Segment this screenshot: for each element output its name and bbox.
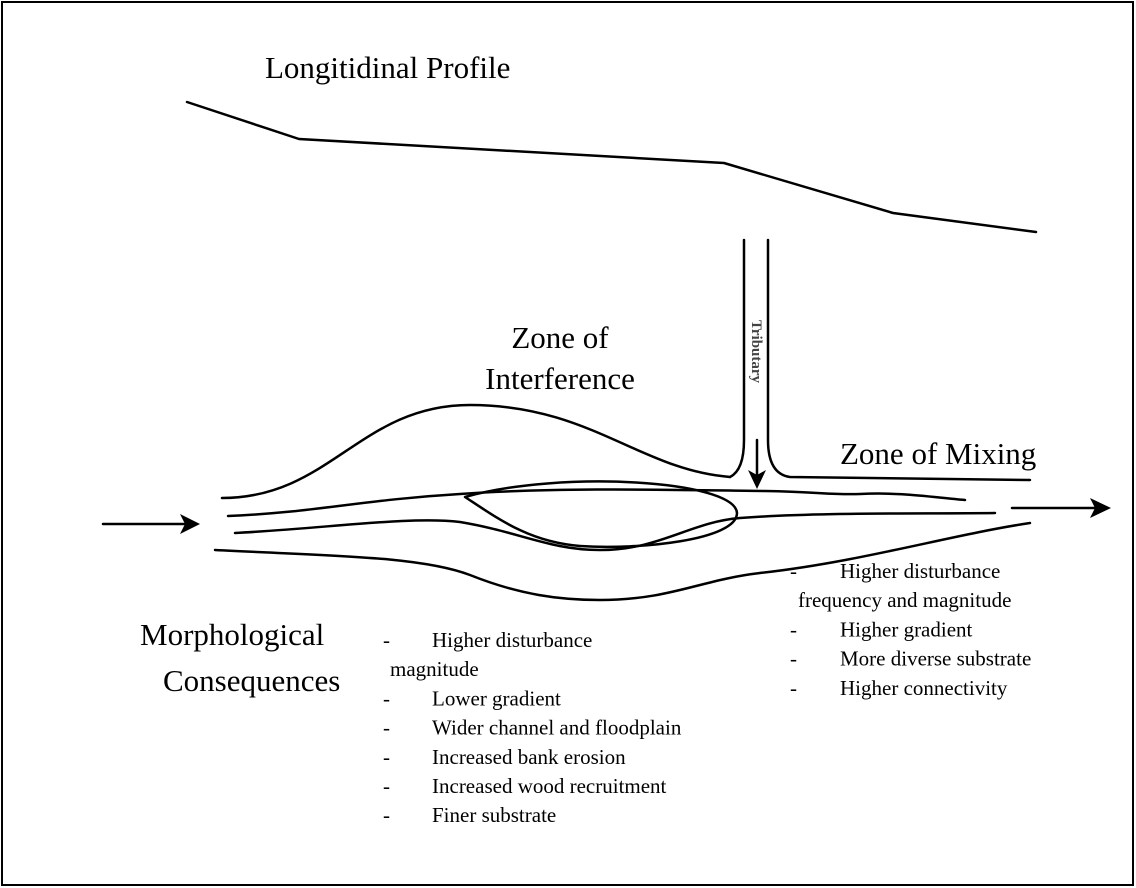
list-item: Higher gradient [840, 617, 973, 641]
tributary-label: Tributary [748, 320, 764, 384]
list-marker: - [383, 774, 390, 798]
channel-line [226, 488, 967, 518]
consequences-label: Morphological [140, 617, 324, 652]
consequences-label: Consequences [163, 663, 340, 698]
list-marker: - [383, 716, 390, 740]
list-marker: - [383, 745, 390, 769]
list-marker: - [383, 686, 390, 710]
zone-label: Interference [485, 361, 635, 396]
arrowhead [1090, 498, 1111, 518]
zone-label: Zone of Mixing [840, 436, 1036, 471]
arrowhead [748, 470, 766, 489]
list-item: frequency and magnitude [798, 588, 1011, 612]
zone-label: Zone of [511, 320, 609, 355]
island [463, 480, 739, 549]
profile-title: Longitidinal Profile [265, 50, 510, 85]
list-marker: - [790, 559, 797, 583]
profile-line [185, 100, 1038, 234]
list-marker: - [383, 628, 390, 652]
list-item: magnitude [390, 657, 479, 681]
channel-bank [213, 521, 1032, 602]
list-item: Higher disturbance [432, 628, 592, 652]
list-item: Higher disturbance [840, 559, 1000, 583]
list-item: Increased wood recruitment [432, 774, 667, 798]
arrowhead [180, 514, 200, 534]
list-item: Wider channel and floodplain [432, 716, 682, 740]
list-marker: - [790, 676, 797, 700]
list-item: Increased bank erosion [432, 745, 626, 769]
list-marker: - [790, 617, 797, 641]
channel-line [233, 511, 997, 552]
list-marker: - [790, 647, 797, 671]
list-item: More diverse substrate [840, 647, 1031, 671]
tributary-bank [766, 238, 1032, 482]
list-item: Finer substrate [432, 803, 556, 827]
list-marker: - [383, 803, 390, 827]
tributary-bank [728, 238, 746, 479]
list-item: Higher connectivity [840, 676, 1008, 700]
channel-bank [220, 403, 732, 500]
list-item: Lower gradient [432, 686, 561, 710]
